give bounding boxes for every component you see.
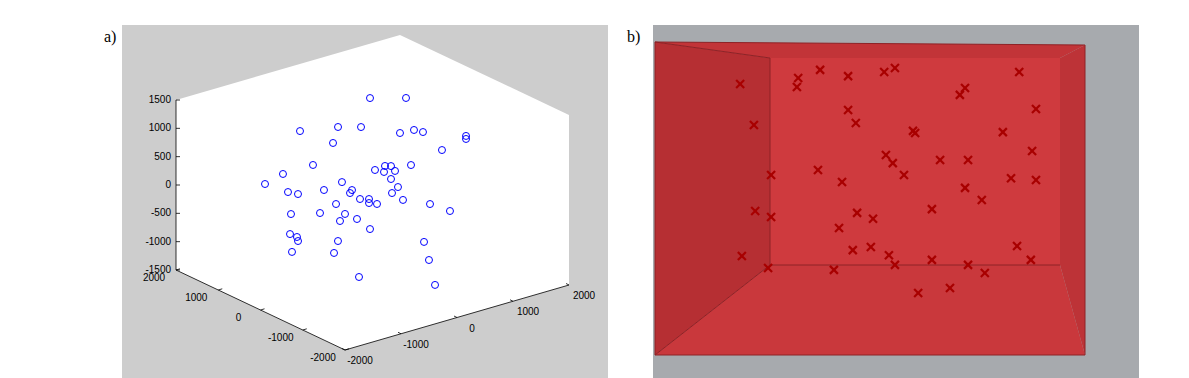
svg-text:0: 0	[469, 323, 475, 334]
svg-text:-1000: -1000	[145, 236, 171, 247]
svg-text:2000: 2000	[143, 272, 166, 283]
svg-text:-1000: -1000	[403, 339, 429, 350]
svg-text:1500: 1500	[149, 94, 172, 105]
svg-text:0: 0	[165, 179, 171, 190]
svg-text:1000: 1000	[149, 122, 172, 133]
svg-text:500: 500	[154, 151, 171, 162]
svg-text:0: 0	[236, 312, 242, 323]
svg-text:a): a)	[104, 28, 116, 46]
svg-text:-2000: -2000	[310, 352, 336, 363]
svg-text:-500: -500	[151, 207, 171, 218]
svg-text:-1000: -1000	[268, 332, 294, 343]
svg-text:2000: 2000	[573, 290, 596, 301]
svg-text:-1500: -1500	[145, 264, 171, 275]
svg-text:1000: 1000	[517, 306, 540, 317]
svg-text:1000: 1000	[185, 292, 208, 303]
svg-text:-2000: -2000	[347, 355, 373, 366]
svg-text:b): b)	[627, 28, 640, 46]
